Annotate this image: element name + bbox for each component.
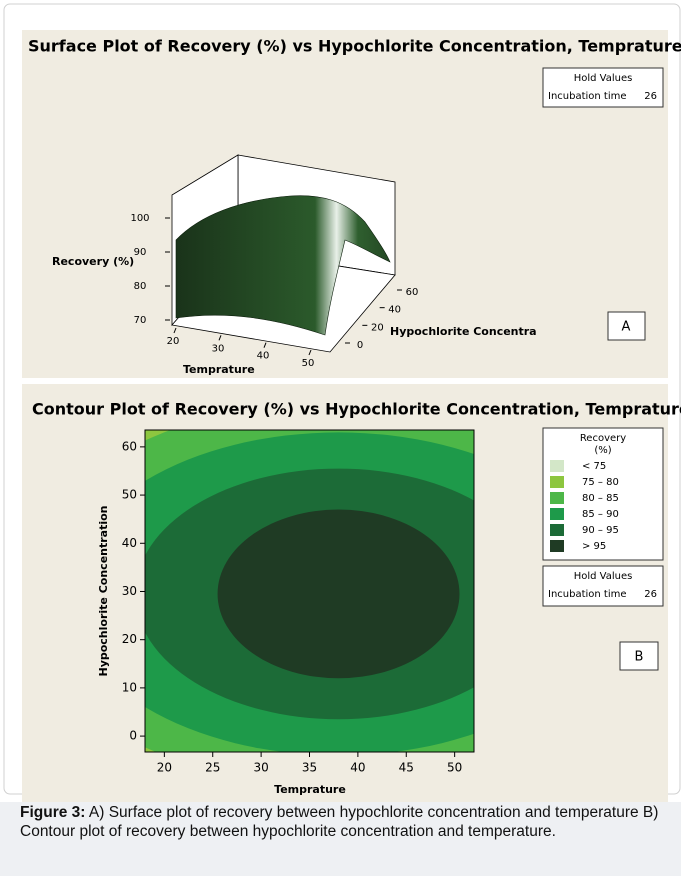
x-tick-label: 50: [302, 358, 315, 369]
caption-label: Figure 3:: [20, 804, 86, 821]
y-tick-label: 40: [388, 305, 401, 316]
x-tick-label: 40: [257, 351, 270, 362]
x-tick-label: 20: [167, 336, 180, 347]
hold-box: [542, 67, 664, 108]
legend-label: 75 – 80: [582, 477, 619, 488]
legend-swatch: [550, 508, 564, 520]
x-tick: [263, 342, 267, 348]
caption-text: A) Surface plot of recovery between hypo…: [20, 804, 659, 840]
legend-label: 85 – 90: [582, 509, 619, 520]
contour-area: [145, 430, 474, 752]
panel-label: B: [635, 650, 644, 665]
x-tick-label: 25: [205, 761, 220, 775]
surface: [175, 195, 391, 336]
z-tick-label: 90: [134, 247, 147, 258]
contour-band: [217, 509, 460, 679]
panel-label-box: [607, 311, 646, 341]
legend-label: 90 – 95: [582, 525, 619, 536]
y-tick-label: 60: [406, 287, 419, 298]
hold-title: Hold Values: [574, 571, 633, 582]
z-tick-label: 80: [134, 281, 147, 292]
panel-label-box: [619, 641, 659, 671]
legend-swatch: [550, 460, 564, 472]
hold-value: 26: [644, 589, 657, 600]
legend-swatch: [550, 492, 564, 504]
title: Surface Plot of Recovery (%) vs Hypochlo…: [28, 37, 681, 56]
panel-label: A: [622, 320, 631, 335]
x-tick: [308, 349, 312, 356]
hold-box: [542, 565, 664, 607]
x-tick-label: 30: [212, 343, 225, 354]
y-tick-label: 50: [122, 488, 137, 502]
z-tick-label: 70: [134, 315, 147, 326]
caption: Figure 3: A) Surface plot of recovery be…: [20, 803, 660, 841]
x-tick: [218, 335, 222, 341]
y-tick-label: 60: [122, 439, 137, 453]
x-tick-label: 35: [302, 761, 317, 775]
hold-name: Incubation time: [548, 589, 627, 600]
x-tick-label: 45: [399, 761, 414, 775]
x-tick-label: 30: [253, 761, 268, 775]
y-axis-label: Hypochlorite Concentra: [390, 325, 537, 338]
y-tick-label: 40: [122, 536, 137, 550]
x-tick-label: 20: [157, 761, 172, 775]
z-axis-label: Recovery (%): [52, 255, 134, 268]
legend-title: Recovery: [580, 433, 626, 444]
legend-label: 80 – 85: [582, 493, 619, 504]
x-axis-label: Temprature: [183, 363, 255, 376]
x-tick-label: 50: [447, 761, 462, 775]
hold-name: Incubation time: [548, 91, 627, 102]
y-tick-label: 20: [122, 632, 137, 646]
caption-bg: [0, 802, 681, 876]
legend-label: > 95: [582, 541, 606, 552]
z-tick-label: 100: [130, 213, 149, 224]
y-tick-label: 0: [357, 340, 363, 351]
title: Contour Plot of Recovery (%) vs Hypochlo…: [32, 400, 681, 419]
legend-swatch: [550, 476, 564, 488]
y-axis-label: Hypochlorite Concentration: [97, 505, 110, 676]
x-tick-label: 40: [350, 761, 365, 775]
y-tick-label: 0: [129, 729, 137, 743]
x-tick: [173, 327, 177, 334]
legend-swatch: [550, 524, 564, 536]
hold-title: Hold Values: [574, 73, 633, 84]
legend-title: (%): [594, 445, 611, 456]
y-tick-label: 20: [371, 322, 384, 333]
y-tick-label: 10: [122, 680, 137, 694]
legend-swatch: [550, 540, 564, 552]
hold-value: 26: [644, 91, 657, 102]
x-axis-label: Temprature: [274, 783, 346, 796]
y-tick-label: 30: [122, 584, 137, 598]
legend-label: < 75: [582, 461, 606, 472]
